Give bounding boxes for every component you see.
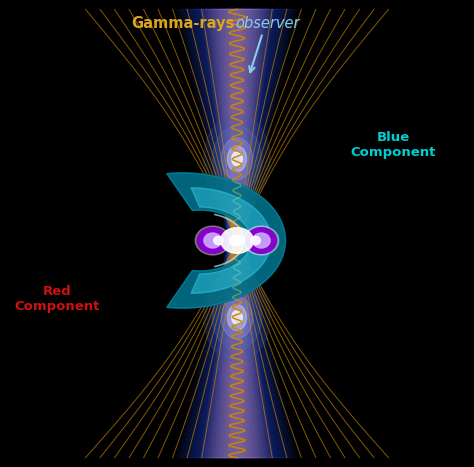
- Ellipse shape: [229, 235, 245, 246]
- Polygon shape: [225, 9, 249, 241]
- Polygon shape: [201, 241, 273, 458]
- Polygon shape: [228, 9, 246, 241]
- Ellipse shape: [228, 146, 246, 171]
- Polygon shape: [198, 241, 276, 458]
- Polygon shape: [198, 9, 276, 241]
- Polygon shape: [179, 9, 295, 241]
- Polygon shape: [208, 241, 266, 458]
- Ellipse shape: [212, 285, 262, 350]
- Polygon shape: [183, 9, 291, 241]
- Polygon shape: [183, 241, 291, 458]
- Text: Blue
Component: Blue Component: [351, 131, 436, 159]
- Ellipse shape: [253, 233, 270, 248]
- Polygon shape: [225, 241, 249, 458]
- Polygon shape: [218, 241, 256, 458]
- Ellipse shape: [204, 233, 221, 248]
- Ellipse shape: [246, 227, 276, 253]
- Ellipse shape: [228, 305, 246, 331]
- Ellipse shape: [244, 226, 279, 255]
- Polygon shape: [208, 9, 266, 241]
- Ellipse shape: [221, 138, 253, 180]
- Polygon shape: [220, 241, 254, 458]
- Polygon shape: [203, 9, 271, 241]
- Polygon shape: [213, 9, 261, 241]
- Polygon shape: [215, 241, 259, 458]
- Polygon shape: [210, 241, 264, 458]
- Polygon shape: [189, 9, 285, 241]
- Text: Gamma-rays: Gamma-rays: [132, 16, 235, 31]
- Polygon shape: [179, 241, 295, 458]
- Polygon shape: [167, 173, 285, 308]
- Polygon shape: [193, 241, 281, 458]
- Polygon shape: [189, 241, 285, 458]
- Ellipse shape: [204, 114, 270, 203]
- Polygon shape: [228, 241, 246, 458]
- Ellipse shape: [232, 152, 242, 166]
- Polygon shape: [228, 9, 246, 241]
- Polygon shape: [176, 9, 298, 241]
- Text: observer: observer: [235, 16, 300, 31]
- Polygon shape: [228, 9, 246, 241]
- Ellipse shape: [195, 226, 230, 255]
- Polygon shape: [228, 241, 246, 458]
- Polygon shape: [186, 241, 288, 458]
- Polygon shape: [181, 9, 293, 241]
- Polygon shape: [220, 9, 254, 241]
- Polygon shape: [205, 241, 269, 458]
- Text: Red
Component: Red Component: [15, 285, 100, 313]
- Polygon shape: [201, 9, 273, 241]
- Polygon shape: [193, 9, 281, 241]
- Polygon shape: [176, 241, 298, 458]
- Polygon shape: [222, 241, 252, 458]
- Ellipse shape: [212, 126, 262, 191]
- Ellipse shape: [204, 273, 270, 362]
- Polygon shape: [210, 9, 264, 241]
- Polygon shape: [167, 173, 285, 308]
- Polygon shape: [196, 9, 278, 241]
- Polygon shape: [228, 241, 246, 458]
- Ellipse shape: [221, 227, 253, 253]
- Polygon shape: [186, 9, 288, 241]
- Ellipse shape: [198, 227, 228, 253]
- Polygon shape: [191, 241, 283, 458]
- Polygon shape: [228, 9, 246, 241]
- Polygon shape: [181, 241, 293, 458]
- Polygon shape: [213, 241, 261, 458]
- Polygon shape: [191, 188, 271, 293]
- Polygon shape: [228, 241, 246, 458]
- Polygon shape: [218, 9, 256, 241]
- Ellipse shape: [221, 297, 253, 339]
- Polygon shape: [196, 241, 278, 458]
- Ellipse shape: [251, 236, 260, 245]
- Ellipse shape: [232, 311, 242, 325]
- Polygon shape: [203, 241, 271, 458]
- Polygon shape: [215, 9, 259, 241]
- Polygon shape: [191, 9, 283, 241]
- Ellipse shape: [214, 236, 223, 245]
- Polygon shape: [205, 9, 269, 241]
- Polygon shape: [222, 9, 252, 241]
